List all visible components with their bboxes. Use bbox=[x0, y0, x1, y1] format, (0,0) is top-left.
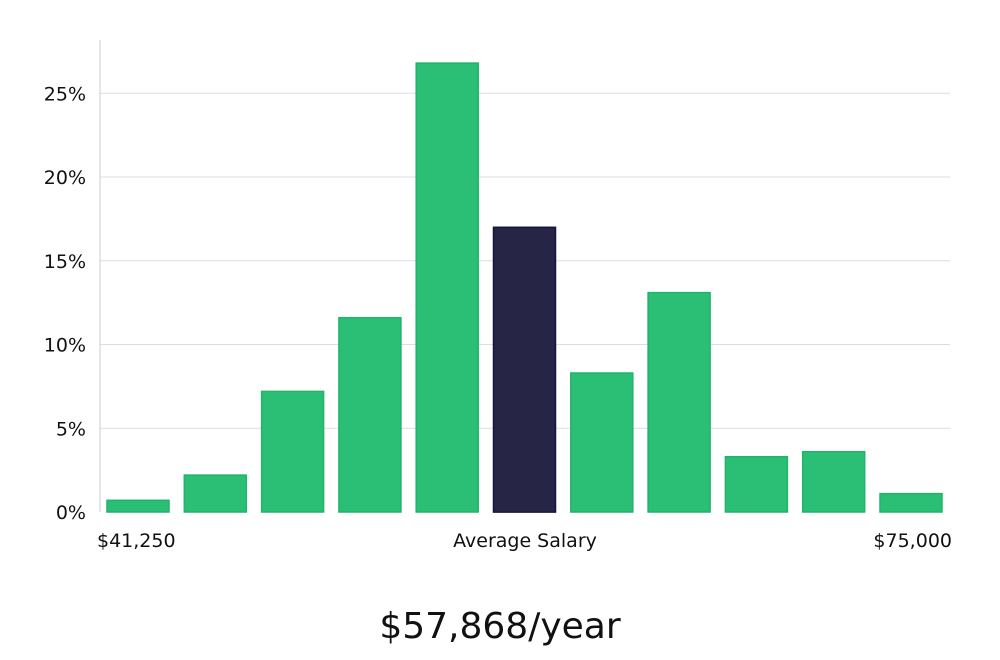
bar-highlighted bbox=[492, 226, 557, 513]
bar bbox=[415, 62, 479, 513]
y-tick-label: 20% bbox=[44, 167, 86, 189]
bar bbox=[106, 499, 170, 513]
salary-histogram-chart: 0%5%10%15%20%25% $41,250 Average Salary … bbox=[44, 40, 952, 552]
y-tick-label: 5% bbox=[56, 418, 86, 440]
bar bbox=[801, 450, 866, 513]
bar bbox=[570, 372, 634, 513]
bars bbox=[106, 62, 943, 513]
bar bbox=[879, 492, 943, 513]
x-range-max-label: $75,000 bbox=[873, 530, 952, 552]
y-tick-label: 0% bbox=[56, 502, 86, 524]
bar bbox=[724, 455, 789, 513]
x-range-min-label: $41,250 bbox=[97, 530, 176, 552]
bar bbox=[260, 390, 325, 513]
average-salary-value: $57,868/year bbox=[379, 606, 621, 647]
y-tick-labels: 0% 5% 10% 15% 20% 25% bbox=[44, 83, 86, 524]
bar bbox=[183, 474, 248, 513]
y-tick-label: 25% bbox=[44, 83, 86, 105]
y-tick-label: 10% bbox=[44, 335, 86, 357]
y-tick-label: 15% bbox=[44, 251, 86, 273]
x-axis-title: Average Salary bbox=[453, 530, 597, 552]
bar bbox=[647, 291, 711, 513]
bar bbox=[338, 316, 402, 513]
